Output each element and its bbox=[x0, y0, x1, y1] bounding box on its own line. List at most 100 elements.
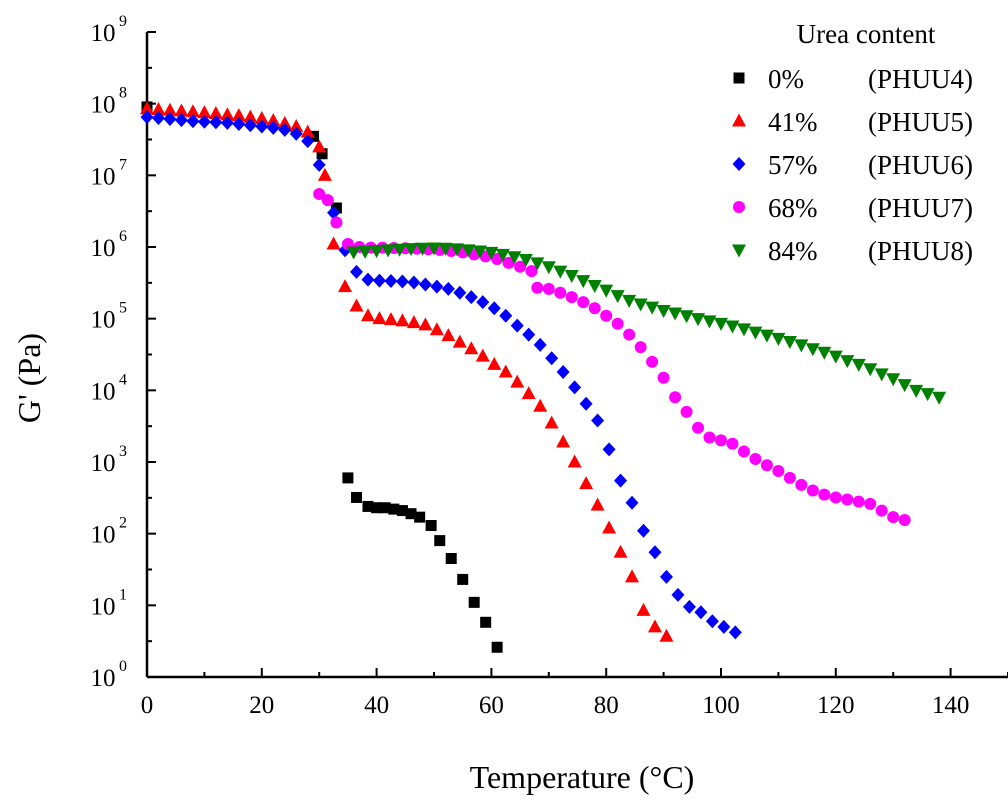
data-point bbox=[702, 315, 717, 329]
y-tick-exponent: 2 bbox=[119, 515, 127, 532]
data-point bbox=[668, 307, 683, 321]
data-point bbox=[360, 308, 375, 322]
y-tick-exponent: 6 bbox=[119, 228, 127, 245]
data-point bbox=[232, 117, 246, 132]
legend-entry-name: 41% bbox=[768, 107, 818, 137]
data-point bbox=[671, 587, 685, 602]
data-point bbox=[289, 119, 304, 133]
data-point bbox=[579, 396, 593, 411]
data-point bbox=[669, 391, 682, 404]
data-point bbox=[841, 493, 854, 506]
legend-marker bbox=[732, 244, 746, 258]
y-tick-exponent: 4 bbox=[119, 371, 127, 388]
y-tick-label: 10 bbox=[91, 307, 116, 334]
data-point bbox=[682, 599, 696, 614]
data-point bbox=[565, 291, 578, 304]
legend-marker bbox=[732, 157, 746, 171]
y-tick-exponent: 9 bbox=[119, 13, 127, 30]
data-point bbox=[556, 365, 570, 380]
data-point bbox=[717, 619, 731, 634]
legend-entry-name: 0% bbox=[768, 64, 804, 94]
data-point bbox=[162, 102, 177, 116]
series-3 bbox=[313, 187, 911, 527]
data-point bbox=[920, 388, 935, 402]
y-tick-label: 10 bbox=[91, 92, 116, 119]
data-point bbox=[429, 322, 444, 336]
data-point bbox=[545, 351, 559, 366]
data-point bbox=[369, 245, 384, 259]
data-point bbox=[388, 503, 400, 515]
y-tick-exponent: 7 bbox=[119, 156, 127, 173]
x-tick-label: 140 bbox=[932, 692, 970, 719]
data-point bbox=[208, 105, 223, 119]
data-point bbox=[599, 284, 614, 298]
data-point bbox=[782, 336, 797, 350]
data-point bbox=[498, 364, 513, 378]
y-tick-exponent: 1 bbox=[119, 586, 127, 603]
data-point bbox=[491, 641, 503, 653]
x-tick-label: 40 bbox=[364, 692, 389, 719]
legend-entry: 68% (PHUU7) bbox=[733, 193, 973, 223]
data-marks bbox=[140, 101, 947, 653]
data-point bbox=[588, 302, 601, 315]
data-point bbox=[510, 318, 524, 333]
data-point bbox=[381, 244, 396, 258]
data-point bbox=[338, 279, 353, 293]
data-point bbox=[736, 323, 751, 337]
data-point bbox=[828, 350, 843, 364]
legend-entry-name: 68% bbox=[768, 193, 818, 223]
data-point bbox=[404, 243, 419, 257]
data-point bbox=[760, 459, 773, 472]
data-point bbox=[851, 358, 866, 372]
legend-marker bbox=[733, 72, 745, 84]
y-tick-exponent: 5 bbox=[119, 300, 127, 317]
data-point bbox=[622, 294, 637, 308]
data-point bbox=[197, 105, 212, 119]
data-point bbox=[220, 107, 235, 121]
data-point bbox=[300, 124, 315, 138]
data-point bbox=[657, 371, 670, 384]
data-point bbox=[783, 471, 796, 484]
y-tick-exponent: 3 bbox=[119, 443, 127, 460]
data-point bbox=[140, 101, 154, 115]
y-tick-label: 10 bbox=[91, 450, 116, 477]
data-point bbox=[554, 286, 567, 299]
legend-marker bbox=[733, 201, 745, 213]
data-point bbox=[452, 334, 467, 348]
data-point bbox=[553, 265, 568, 279]
data-point bbox=[312, 157, 326, 172]
data-point bbox=[817, 346, 832, 360]
data-point bbox=[461, 244, 476, 258]
data-point bbox=[316, 148, 328, 160]
data-point bbox=[602, 520, 617, 534]
data-point bbox=[647, 619, 662, 633]
data-point bbox=[220, 115, 234, 130]
data-point bbox=[163, 112, 177, 127]
x-tick-label: 0 bbox=[141, 692, 154, 719]
x-axis-title: Temperature (°C) bbox=[470, 759, 695, 795]
data-point bbox=[418, 317, 433, 331]
data-point bbox=[656, 305, 671, 319]
legend-entry-name: 57% bbox=[768, 150, 818, 180]
data-point bbox=[725, 320, 740, 334]
data-point bbox=[510, 374, 525, 388]
data-point bbox=[342, 472, 354, 484]
data-point bbox=[613, 544, 628, 558]
data-point bbox=[897, 379, 912, 393]
data-point bbox=[330, 216, 343, 229]
data-point bbox=[487, 356, 502, 370]
data-point bbox=[692, 421, 705, 434]
data-point bbox=[321, 194, 334, 207]
data-point bbox=[648, 545, 662, 560]
data-point bbox=[576, 275, 591, 289]
data-point bbox=[415, 242, 430, 256]
data-point bbox=[898, 514, 911, 527]
data-point bbox=[805, 343, 820, 357]
data-point bbox=[568, 380, 582, 395]
data-point bbox=[174, 103, 189, 117]
data-point bbox=[464, 290, 478, 305]
data-point bbox=[313, 187, 326, 200]
data-point bbox=[185, 104, 200, 118]
